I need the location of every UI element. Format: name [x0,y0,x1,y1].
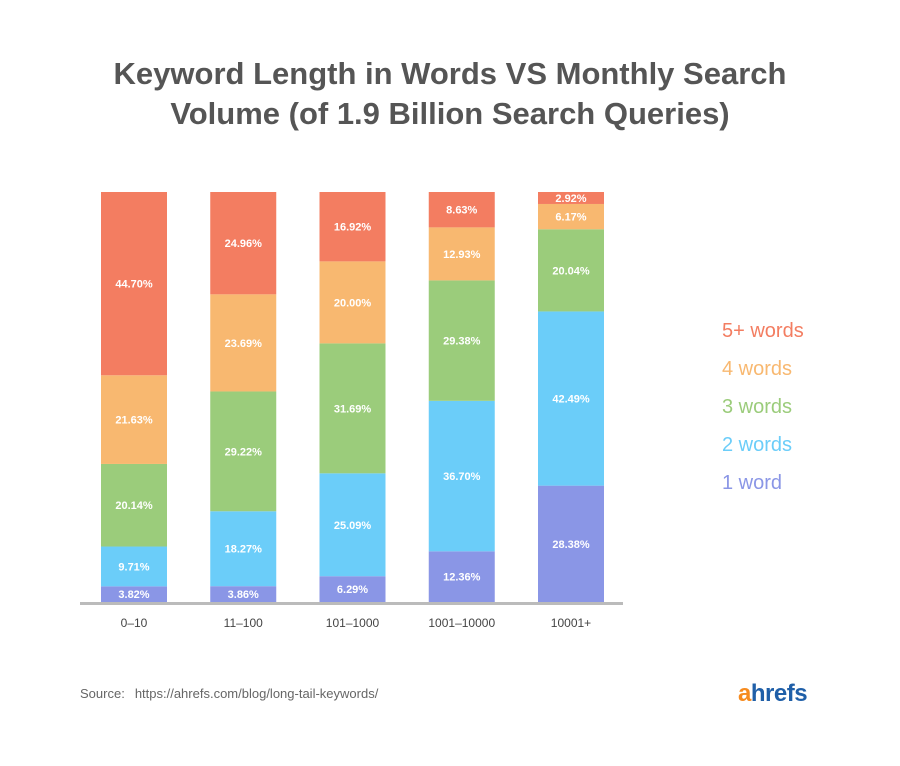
bar-segment [428,227,495,281]
bar-segment [319,261,386,344]
data-label: 20.04% [552,265,590,277]
chart-title: Keyword Length in Words VS Monthly Searc… [0,54,900,134]
data-label: 23.69% [225,338,263,350]
data-label: 3.82% [118,589,149,601]
data-label: 9.71% [118,561,149,573]
bar-segment [319,576,386,602]
data-label: 6.29% [337,584,368,596]
bar-segment [210,294,277,392]
bar-segment [319,192,386,262]
x-tick-label: 0–10 [121,616,148,630]
bar-segment [538,192,604,204]
bar-segment [101,463,167,547]
data-label: 44.70% [115,279,153,291]
data-label: 20.14% [115,500,153,512]
data-label: 24.96% [225,238,263,250]
bar-segment [101,546,167,587]
legend-item: 1 word [722,472,783,494]
bar-segment [210,511,277,587]
bar-segment [210,586,277,602]
bar-segment [101,192,167,376]
data-label: 42.49% [552,394,590,406]
x-tick-label: 10001+ [551,616,591,630]
data-label: 6.17% [555,212,586,224]
data-label: 12.93% [443,249,481,261]
bar-segment [319,473,386,577]
legend-item: 2 words [722,434,793,456]
data-label: 16.92% [334,222,372,234]
bar-segment [428,551,495,602]
x-tick-label: 11–100 [224,616,263,630]
data-label: 29.22% [225,446,263,458]
legend-item: 4 words [722,358,793,380]
source-label: Source: [80,686,125,701]
bar-segment [538,203,604,230]
chart-title-line-1: Keyword Length in Words VS Monthly Searc… [113,56,787,91]
ahrefs-logo: ahrefs [738,680,808,707]
legend-item: 3 words [722,396,793,418]
data-label: 20.00% [334,297,372,309]
data-label: 29.38% [443,336,481,348]
bar-segment [538,229,604,312]
data-label: 18.27% [225,544,263,556]
source-note: Source: https://ahrefs.com/blog/long-tail… [80,686,378,701]
bar-segment [538,485,604,602]
bar-segment [319,343,386,474]
legend-item: 5+ words [722,320,804,342]
source-url[interactable]: https://ahrefs.com/blog/long-tail-keywor… [134,686,379,701]
x-tick-label: 1001–10000 [428,616,495,630]
x-tick-label: 101–1000 [326,616,380,630]
data-label: 8.63% [446,205,477,217]
bar-segment [210,192,277,295]
data-label: 25.09% [334,520,372,532]
bar-segment [428,192,495,228]
bar-segment [101,375,167,464]
bar-segment [428,280,495,401]
data-label: 21.63% [115,415,153,427]
bar-segment [428,400,495,552]
chart-title-line-2: Volume (of 1.9 Billion Search Queries) [170,96,730,131]
data-label: 36.70% [443,471,481,483]
bar-segment [538,311,604,486]
data-label: 31.69% [334,403,372,415]
bar-segment [210,391,277,512]
data-label: 2.92% [555,193,586,205]
data-label: 12.36% [443,572,481,584]
data-label: 3.86% [228,589,259,601]
bar-segment [101,586,167,602]
data-label: 28.38% [552,539,590,551]
